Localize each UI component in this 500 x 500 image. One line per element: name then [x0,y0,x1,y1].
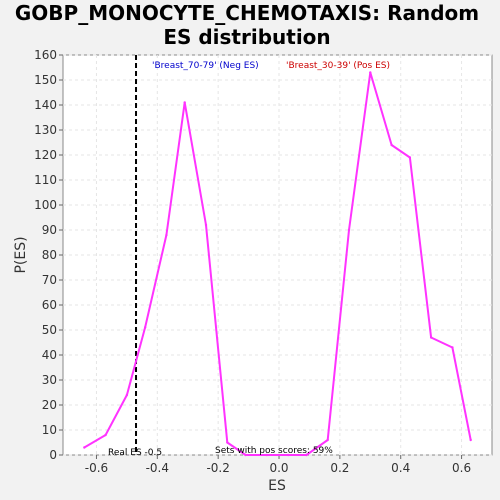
axis-ticks: 0 10 20 30 40 50 60 70 80 90 100 110 120 130 140 150 160… [34,48,471,475]
x-tick-label: -0.2 [206,461,229,475]
y-tick-label: 130 [34,123,57,137]
x-tick-label: 0.4 [391,461,410,475]
x-tick-label: 0.2 [330,461,349,475]
chart-title-line-2: ES distribution [163,25,330,49]
data-point [347,228,351,232]
data-point [451,346,454,349]
y-tick-label: 50 [42,323,57,337]
x-tick-label: -0.6 [85,461,108,475]
data-point [183,101,186,104]
data-point [305,453,308,457]
legend-pos-es: 'Breast_30-39' (Pos ES) [286,61,390,71]
legend-neg-es: 'Breast_70-79' (Neg ES) [152,61,259,71]
chart-title-line-1: GOBP_MONOCYTE_CHEMOTAXIS: Random [15,1,479,25]
y-tick-label: 10 [42,423,57,437]
data-point [244,453,247,457]
data-point [429,336,433,339]
y-tick-label: 60 [42,298,57,312]
x-tick-label: -0.4 [146,461,169,475]
x-axis-label: ES [268,478,286,494]
data-point [408,156,412,159]
x-tick-label: 0.0 [269,461,288,475]
pos-scores-label: Sets with pos scores: 59% [215,446,333,456]
data-point [265,453,269,457]
data-point [143,326,147,329]
x-tick-label: 0.6 [452,461,471,475]
data-point [390,143,393,147]
y-tick-label: 0 [49,448,57,462]
data-point [469,438,472,442]
y-tick-label: 20 [42,398,57,412]
y-tick-label: 70 [42,273,57,287]
data-point [204,223,208,227]
real-es-label: Real ES -0.5 [108,448,162,458]
y-tick-label: 140 [34,98,57,112]
y-axis-label: P(ES) [13,236,29,273]
data-point [369,71,372,74]
data-point [326,438,329,442]
y-tick-label: 150 [34,73,57,87]
y-tick-label: 30 [42,373,57,387]
y-tick-label: 110 [34,173,57,187]
data-point [104,433,107,437]
grid-lines [63,54,492,456]
data-point [286,453,290,457]
data-point [83,446,86,449]
data-point [165,233,168,237]
y-tick-label: 160 [34,48,57,62]
y-tick-label: 120 [34,148,57,162]
series-layer [83,71,472,457]
y-tick-label: 90 [42,223,57,237]
y-tick-label: 80 [42,248,57,262]
data-point [226,441,229,444]
es-distribution-line [83,71,472,456]
data-point [125,393,129,397]
y-tick-label: 40 [42,348,57,362]
y-tick-label: 100 [34,198,57,212]
